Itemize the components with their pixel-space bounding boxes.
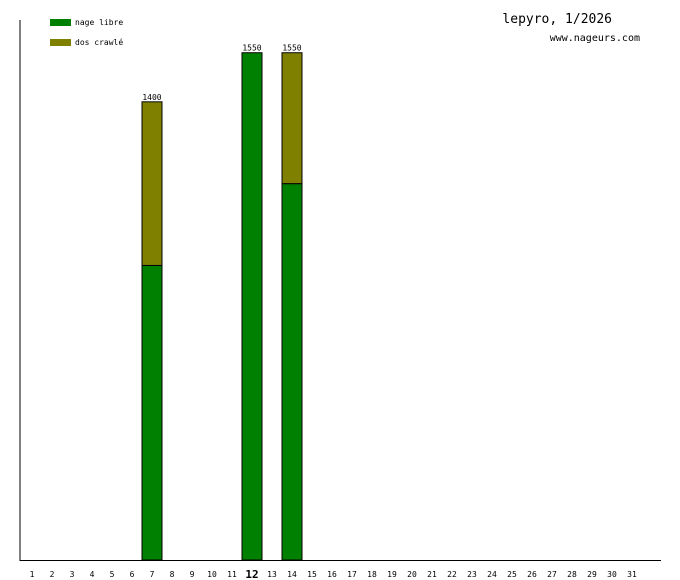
x-tick-label: 31	[627, 570, 637, 579]
bar-total-label: 1550	[282, 44, 301, 53]
x-tick-label: 29	[587, 570, 597, 579]
x-tick-label: 27	[547, 570, 557, 579]
x-tick-label: 20	[407, 570, 417, 579]
x-tick-label: 5	[110, 570, 115, 579]
x-tick-labels: 1 2 3 4 5 6 7 8 9 10 11 12 13 14 15 16 17 18 19 20 21 22 23 24 2…	[30, 568, 637, 580]
x-tick-label: 2	[50, 570, 55, 579]
x-tick-label: 16	[327, 570, 337, 579]
x-tick-label: 11	[227, 570, 237, 579]
x-tick-label: 21	[427, 570, 437, 579]
bars	[141, 52, 303, 561]
x-tick-label: 18	[367, 570, 377, 579]
bar-total-label: 1550	[242, 44, 261, 53]
bar-segment	[141, 101, 163, 266]
x-tick-label: 30	[607, 570, 617, 579]
x-tick-label: 25	[507, 570, 517, 579]
x-tick-label: 3	[70, 570, 75, 579]
x-tick-label: 23	[467, 570, 477, 579]
x-tick-label: 14	[287, 570, 297, 579]
bar-segment	[141, 264, 163, 561]
x-tick-label: 13	[267, 570, 277, 579]
x-tick-label: 19	[387, 570, 397, 579]
x-tick-label: 24	[487, 570, 497, 579]
legend-swatch-nage-libre	[50, 19, 71, 26]
legend-swatch-dos-crawle	[50, 39, 71, 46]
x-tick-label: 22	[447, 570, 457, 579]
x-tick-label: 28	[567, 570, 577, 579]
legend-label-dos-crawle: dos crawlé	[75, 37, 123, 47]
chart-title: lepyro, 1/2026	[502, 12, 612, 27]
x-tick-label: 17	[347, 570, 357, 579]
legend-label-nage-libre: nage libre	[75, 18, 123, 27]
x-tick-label: 7	[150, 570, 155, 579]
bar-segment	[241, 52, 263, 561]
total-labels: 1400 1550 1550	[142, 44, 301, 102]
site-url: www.nageurs.com	[550, 33, 640, 44]
x-tick-label: 1	[30, 570, 35, 579]
x-tick-label: 26	[527, 570, 537, 579]
bar-segment	[281, 52, 303, 185]
x-tick-label: 12	[245, 568, 258, 580]
x-tick-label: 10	[207, 570, 217, 579]
x-tick-label: 8	[170, 570, 175, 579]
bar-total-label: 1400	[142, 93, 161, 102]
x-tick-label: 4	[90, 570, 95, 579]
legend: nage libre dos crawlé	[50, 18, 123, 47]
bar-segment	[281, 183, 303, 561]
x-tick-label: 9	[190, 570, 195, 579]
x-tick-label: 15	[307, 570, 317, 579]
x-tick-label: 6	[130, 570, 135, 579]
